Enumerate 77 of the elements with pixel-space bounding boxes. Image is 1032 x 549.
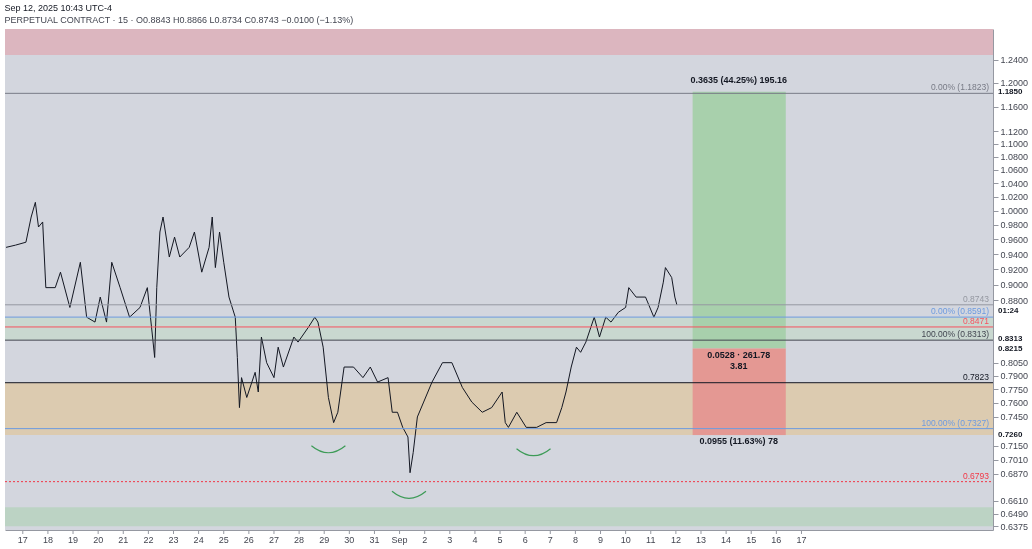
y-tick-label: 0.6610 xyxy=(1000,496,1029,507)
x-tick-label: 27 xyxy=(268,535,279,545)
y-tick-label: 1.1000 xyxy=(1000,139,1029,150)
x-tick-label: 19 xyxy=(68,535,79,545)
x-tick-label: 18 xyxy=(42,535,53,545)
y-tick-label: 1.0200 xyxy=(1000,192,1029,203)
y-tick-label: 0.9800 xyxy=(1000,220,1029,231)
x-tick-label: 29 xyxy=(319,535,330,545)
x-tick-label: 3 xyxy=(447,535,453,545)
y-tick-label: 0.7600 xyxy=(1000,398,1029,409)
y-tick-label: 0.9400 xyxy=(1000,249,1029,260)
x-tick-label: 26 xyxy=(243,535,254,545)
x-tick-label: 25 xyxy=(218,535,229,545)
y-tick-label: 1.0600 xyxy=(1000,165,1029,176)
y-tick-label: 0.7900 xyxy=(1000,371,1029,382)
x-tick-label: 21 xyxy=(118,535,129,545)
text: 01:24 xyxy=(998,305,1020,315)
x-tick-label: 13 xyxy=(695,535,706,545)
x-tick-label: Sep xyxy=(391,535,408,545)
x-tick-label: 24 xyxy=(193,535,204,545)
annotation: 0.0528 · 261.78 3.81 xyxy=(707,349,771,371)
y-tick-label: 0.9600 xyxy=(1000,234,1029,245)
ref-line-label: 100.00% (0.8313) xyxy=(921,329,990,340)
ref-line-label: 0.00% (1.1823) xyxy=(930,82,990,93)
annotation: 0.3635 (44.25%) 195.16 xyxy=(690,75,787,86)
y-tick-label: 1.1200 xyxy=(1000,126,1029,137)
x-tick-label: 28 xyxy=(294,535,305,545)
y-tick-label: 1.0000 xyxy=(1000,206,1029,217)
x-tick-label: 14 xyxy=(721,535,732,545)
text: 0.7260 xyxy=(998,430,1024,440)
ref-line-label: 0.6793 xyxy=(963,470,990,481)
x-tick-label: 20 xyxy=(93,535,104,545)
ref-line-label: 0.00% (0.8591) xyxy=(930,306,990,317)
x-tick-label: 23 xyxy=(168,535,179,545)
y-tick-label: 1.2400 xyxy=(1000,55,1029,66)
y-tick-label: 0.8800 xyxy=(1000,295,1029,306)
y-tick-label: 0.9000 xyxy=(1000,280,1029,291)
y-tick-label: 0.7450 xyxy=(1000,412,1029,423)
x-tick-label: 17 xyxy=(17,535,28,545)
y-tick-label: 0.7750 xyxy=(1000,384,1029,395)
y-tick-label: 0.6375 xyxy=(1000,521,1029,532)
x-tick-label: 5 xyxy=(497,535,503,545)
x-tick-label: 10 xyxy=(620,535,631,545)
text: 1.1850 xyxy=(998,86,1024,96)
y-tick-label: 0.7150 xyxy=(1000,441,1029,452)
text: 0.8313 xyxy=(998,334,1024,344)
x-tick-label: 22 xyxy=(143,535,154,545)
x-tick-label: 30 xyxy=(344,535,355,545)
x-tick-label: 8 xyxy=(572,535,578,545)
x-tick-label: 12 xyxy=(670,535,681,545)
x-tick-label: 31 xyxy=(369,535,380,545)
x-tick-label: 9 xyxy=(598,535,604,545)
x-tick-label: 16 xyxy=(771,535,782,545)
ref-line-label: 100.00% (0.7327) xyxy=(921,417,990,428)
x-tick-label: 15 xyxy=(746,535,757,545)
text: 0.8215 xyxy=(998,344,1024,354)
ref-line-label: 0.7823 xyxy=(963,371,990,382)
x-tick-label: 7 xyxy=(547,535,553,545)
ref-line-label: 0.8743 xyxy=(963,293,990,304)
y-tick-label: 0.6870 xyxy=(1000,469,1029,480)
y-tick-label: 1.1600 xyxy=(1000,102,1029,113)
y-tick-label: 0.8050 xyxy=(1000,358,1029,369)
y-tick-label: 1.0400 xyxy=(1000,178,1029,189)
chart-subtitle: PERPETUAL CONTRACT · 15 · O0.8843 H0.8866 L0.8734 C0.8743 −0.0100 (−1.13%) xyxy=(4,15,354,25)
y-tick-label: 1.2000 xyxy=(1000,78,1029,89)
y-tick-label: 0.9200 xyxy=(1000,264,1029,275)
x-tick-label: 11 xyxy=(646,535,656,545)
y-tick-label: 0.7010 xyxy=(1000,455,1029,466)
chart-title: Sep 12, 2025 10:43 UTC-4 xyxy=(4,3,113,13)
x-tick-label: 17 xyxy=(796,535,807,545)
ref-line-label: 0.8471 xyxy=(963,315,990,326)
annotation: 0.0955 (11.63%) 78 xyxy=(699,436,778,447)
x-tick-label: 2 xyxy=(422,535,428,545)
y-tick-label: 1.0800 xyxy=(1000,152,1029,163)
x-tick-label: 6 xyxy=(522,535,528,545)
x-tick-label: 4 xyxy=(472,535,478,545)
y-tick-label: 0.6490 xyxy=(1000,509,1029,520)
